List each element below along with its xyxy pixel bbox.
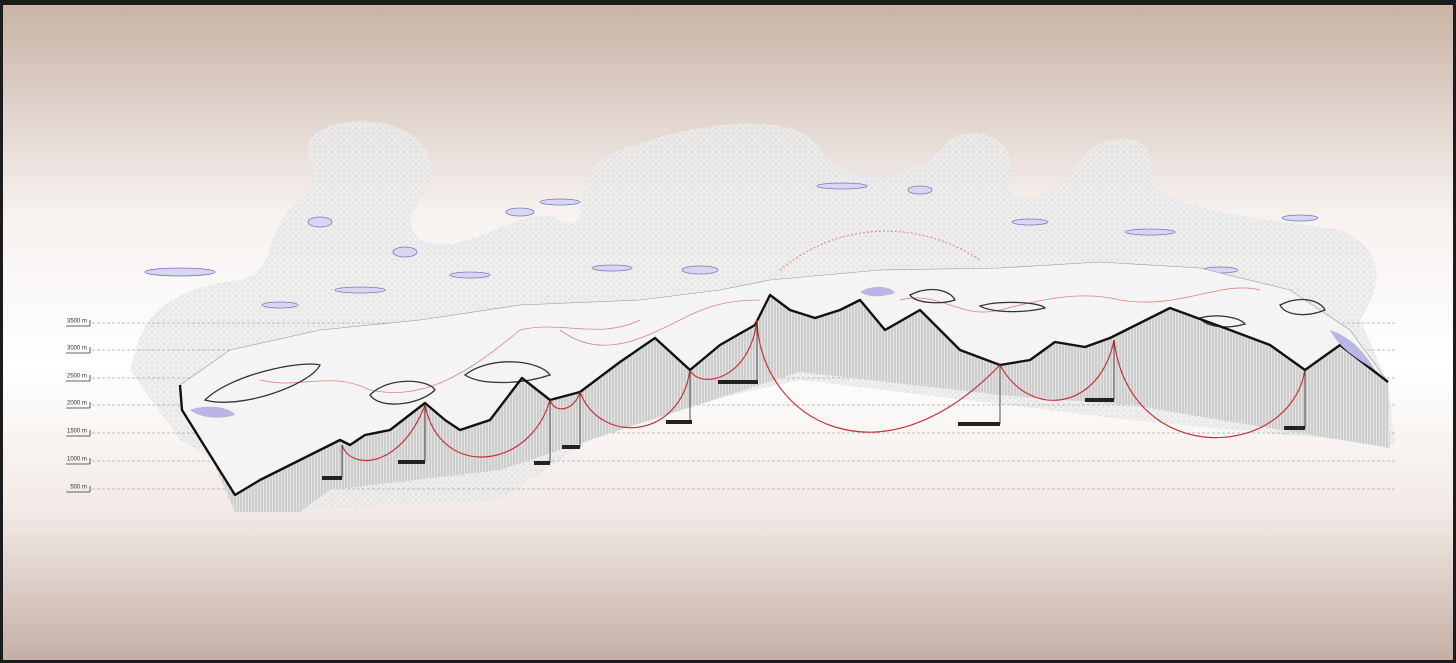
water-bodies xyxy=(144,182,1319,309)
outlined-zones xyxy=(203,288,1326,405)
elevation-label: 3500 m xyxy=(67,319,87,325)
elevation-label: 2500 m xyxy=(67,374,87,380)
elevation-labels: 3500 m 3000 m 2500 m 2000 m 1500 m 1000 … xyxy=(67,319,87,491)
elevation-label: 1000 m xyxy=(67,457,87,463)
elevation-label: 2000 m xyxy=(67,401,87,407)
span-arcs xyxy=(341,230,1306,462)
pass-markers xyxy=(341,322,1306,478)
axis-ticks xyxy=(66,320,91,493)
ridge-line xyxy=(178,293,1389,497)
elevation-label: 3000 m xyxy=(67,346,87,352)
elevation-label: 500 m xyxy=(70,485,87,491)
terrain-section xyxy=(180,295,1390,512)
red-paths xyxy=(259,287,1261,393)
elevation-label: 1500 m xyxy=(67,429,87,435)
pass-tags xyxy=(322,380,1305,480)
lakes xyxy=(190,286,1375,418)
